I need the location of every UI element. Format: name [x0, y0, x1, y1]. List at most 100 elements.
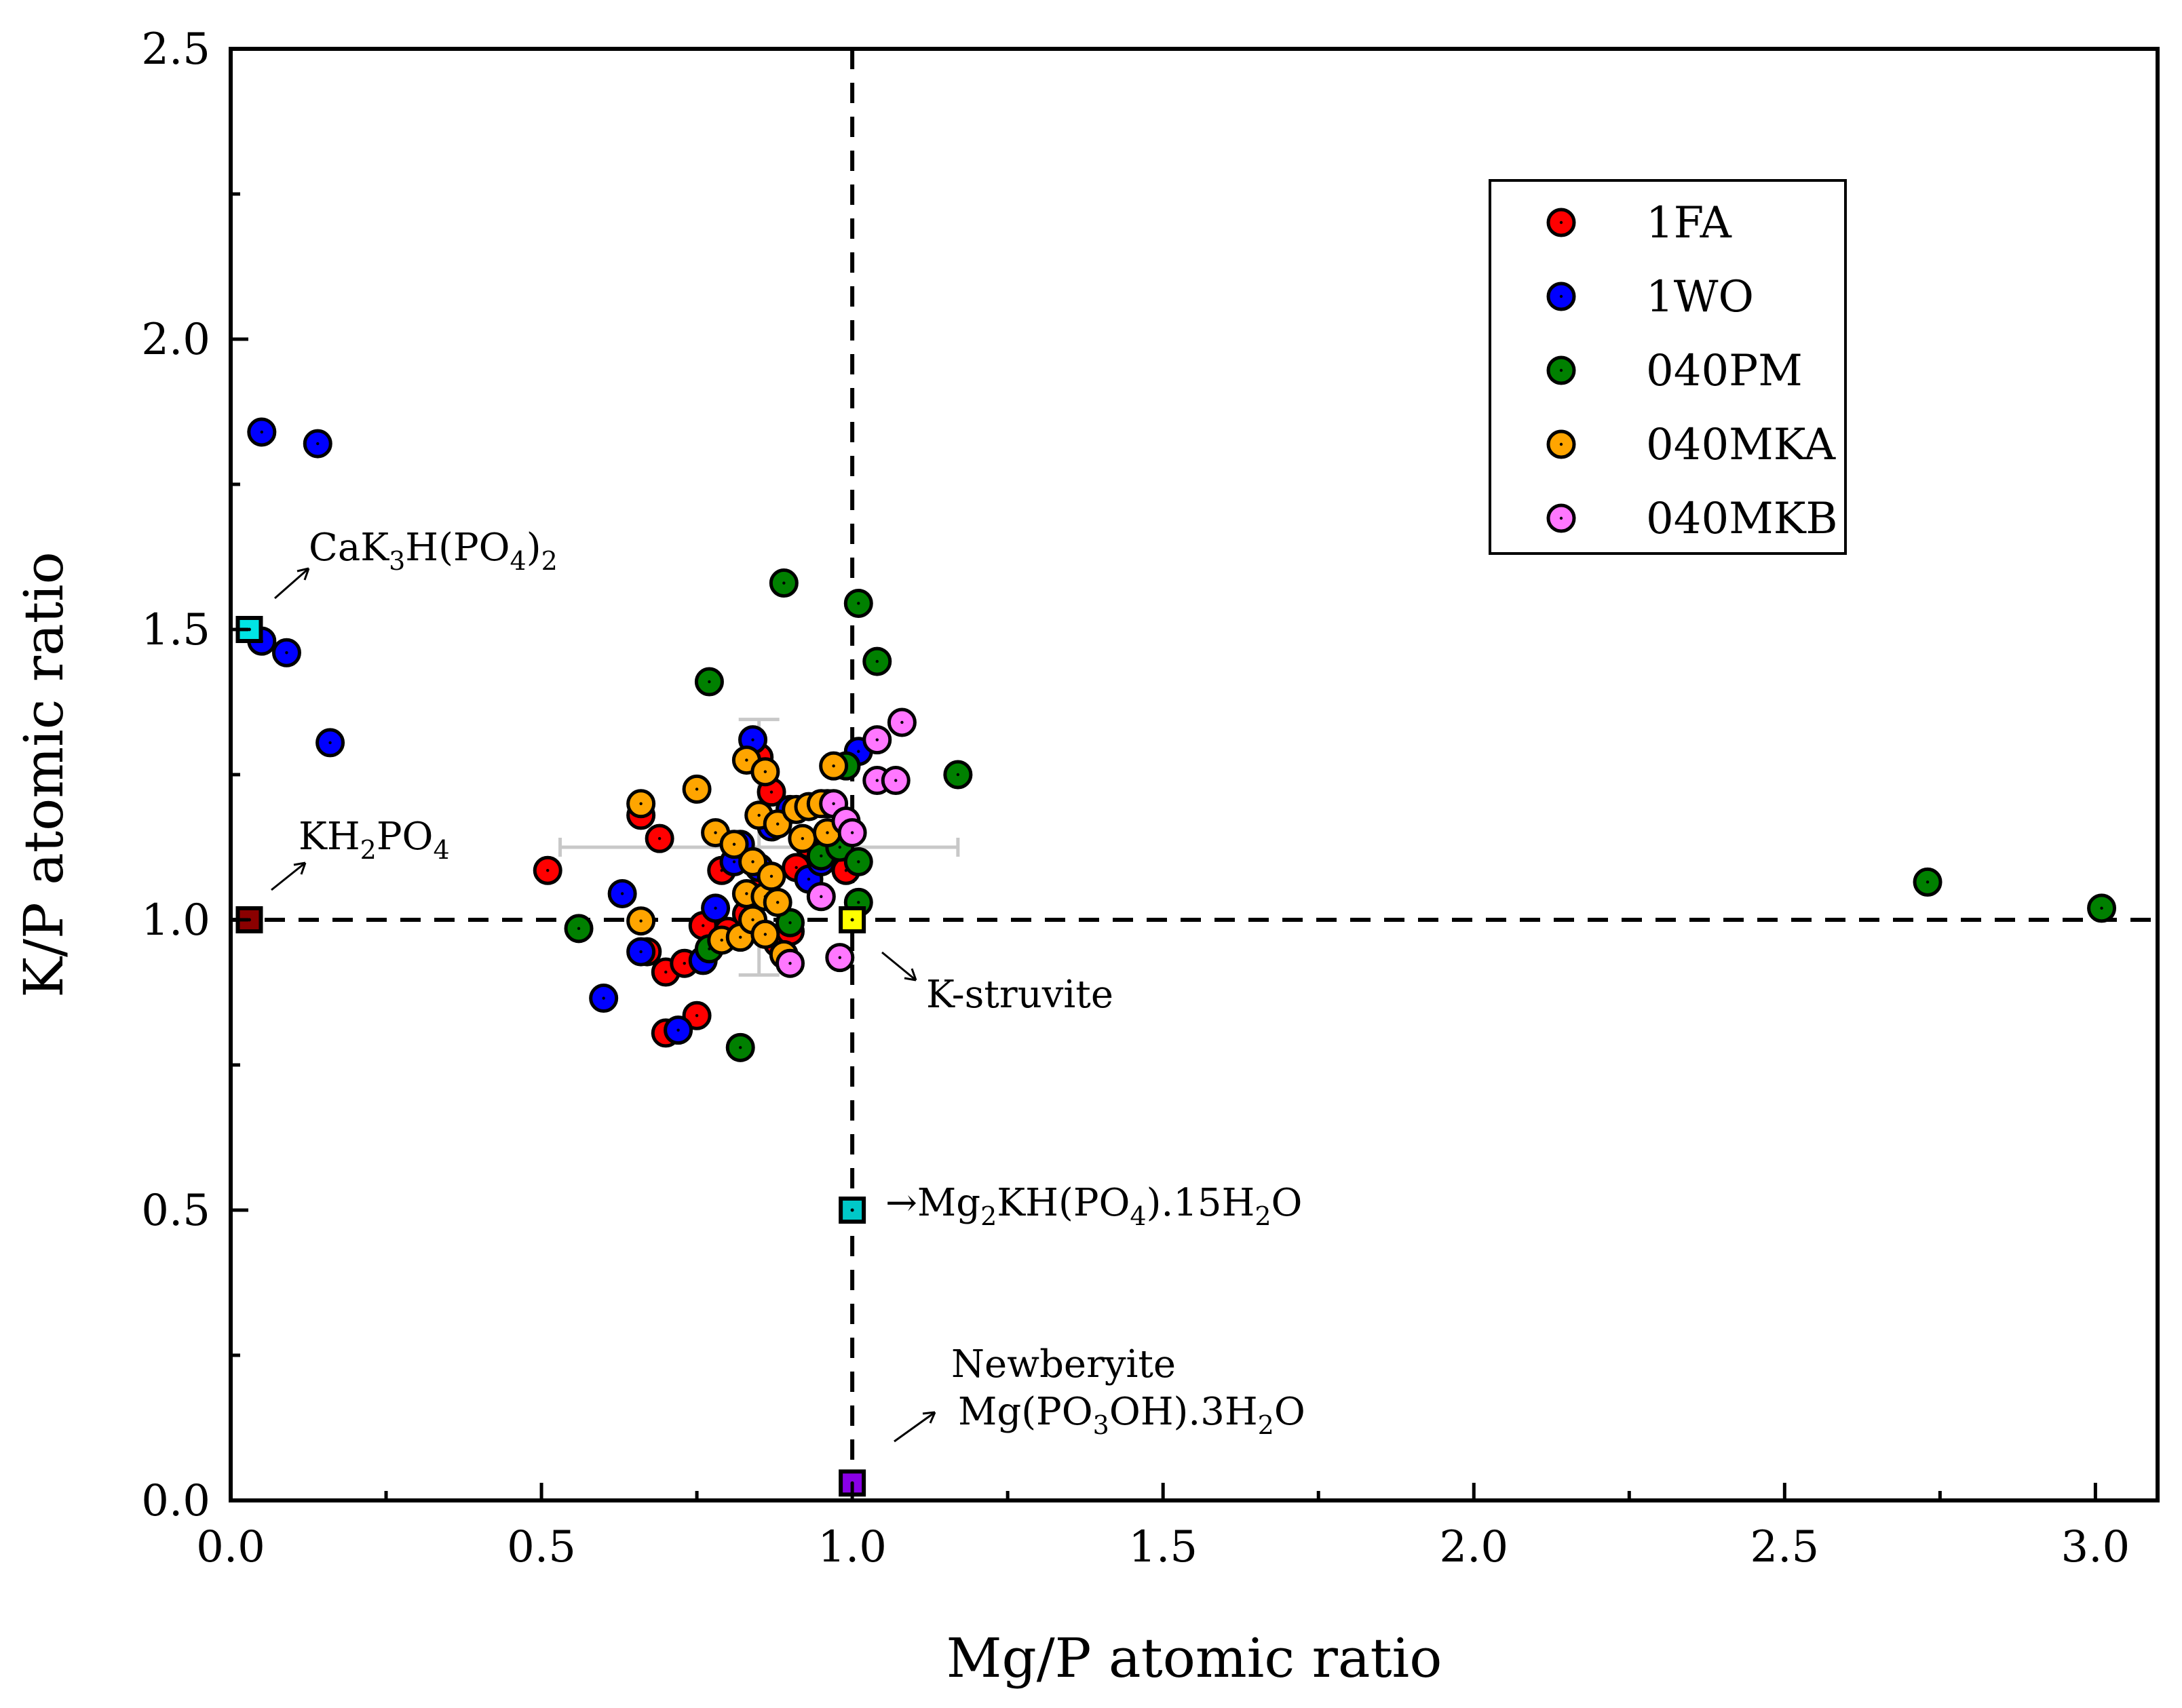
data-point-center [683, 962, 686, 965]
data-point-center [695, 1014, 699, 1017]
legend: 1FA 1WO 040PM 040MKA 040MKB [1489, 179, 1847, 555]
y-axis-title: K/P atomic ratio [12, 551, 75, 998]
annotation-kstruvite-arrow [881, 951, 917, 982]
data-point-center [546, 869, 550, 872]
data-point-center [657, 836, 662, 840]
data-point-center [602, 996, 605, 1000]
data-point-center [577, 927, 581, 931]
data-point-center [751, 918, 754, 922]
data-point-center [838, 845, 842, 849]
y-tick-label: 1.0 [141, 895, 210, 946]
series-040PM [564, 568, 2117, 1062]
data-point-center [260, 430, 264, 434]
series-040MKB [776, 707, 917, 978]
data-point-center [714, 906, 717, 910]
data-point-center [782, 581, 786, 585]
reference-compound-marker [839, 906, 866, 933]
data-point-center [714, 831, 717, 834]
data-point-center [875, 659, 879, 663]
y-tick-label: 0.5 [141, 1186, 210, 1236]
annotation-kh2po4-label: KH2PO4 [299, 815, 450, 865]
data-point-center [285, 651, 288, 655]
y-tick-label: 2.5 [141, 24, 210, 75]
data-point-center [820, 895, 823, 898]
data-point-center [751, 738, 754, 741]
reference-compound-center [850, 918, 854, 922]
legend-marker-center [1559, 442, 1563, 446]
data-point-center [900, 720, 904, 724]
legend-label: 1FA [1646, 198, 1732, 248]
reference-compound-center [247, 627, 251, 632]
data-point-center [757, 813, 761, 817]
reference-lines [231, 49, 2158, 1500]
data-point-center [1926, 880, 1930, 884]
x-tick-label: 1.0 [818, 1522, 887, 1572]
data-point-center [745, 892, 748, 895]
plot-frame [229, 47, 2160, 1502]
y-tick-label: 1.5 [141, 605, 210, 655]
data-point-center [776, 822, 780, 826]
data-point-center [769, 874, 773, 878]
data-point-center [788, 921, 792, 925]
x-axis-title: Mg/P atomic ratio [946, 1627, 1442, 1690]
data-point-center [857, 602, 860, 605]
legend-marker-center [1559, 368, 1563, 372]
legend-marker-center [1559, 220, 1563, 225]
axes: 0.0 0.5 1.0 1.5 2.0 2.5 3.0 0.0 0.5 1.0 1.5 2.0 2.5 [141, 24, 2130, 1572]
data-point-center [776, 901, 780, 904]
data-point-center [708, 680, 711, 684]
annotation-newberyite-formula: Mg(PO3OH).3H2O [958, 1390, 1305, 1440]
annotation-cak3h-arrowhead [296, 567, 310, 581]
data-point-center [857, 860, 860, 863]
annotation-mg2kh: →Mg2KH(PO4).15H2O [885, 1181, 1302, 1231]
annotation-kstruvite-label: K-struvite [926, 973, 1113, 1017]
data-point-center [328, 741, 332, 745]
data-point-center [695, 788, 699, 791]
legend-label: 040MKB [1646, 494, 1838, 544]
annotation-kh2po4-arrowhead [293, 861, 307, 875]
data-point-center [820, 854, 823, 858]
annotation-newberyite-name: Newberyite [951, 1342, 1176, 1386]
x-tick-label: 0.5 [507, 1522, 576, 1572]
data-point-center [875, 738, 879, 741]
data-point-center [639, 950, 643, 954]
legend-label: 1WO [1646, 272, 1754, 322]
legend-label: 040PM [1646, 346, 1803, 396]
data-point-center [732, 842, 736, 846]
data-point-center [832, 764, 835, 768]
data-point-center [316, 442, 320, 446]
data-point-center [795, 866, 798, 870]
legend-label: 040MKA [1646, 420, 1836, 470]
data-point-center [857, 901, 860, 904]
data-point-center [801, 836, 805, 840]
data-point-center [875, 779, 879, 782]
x-tick-label: 1.5 [1128, 1522, 1198, 1572]
data-point-center [720, 938, 723, 942]
data-point-center [745, 758, 748, 762]
annotation-kstruvite: K-struvite [881, 951, 1113, 1017]
annotation-newberyite: Newberyite Mg(PO3OH).3H2O [894, 1342, 1305, 1443]
data-point-center [639, 919, 643, 923]
data-point-center [956, 773, 960, 777]
data-point-center [850, 831, 854, 834]
data-point-center [739, 935, 742, 939]
data-points [247, 417, 2117, 1062]
reference-compound-center [247, 918, 251, 922]
data-point-center [739, 1046, 742, 1049]
data-point-center [620, 892, 624, 895]
data-point-center [664, 970, 668, 974]
legend-marker-center [1559, 516, 1563, 520]
x-tick-label: 2.0 [1439, 1522, 1508, 1572]
data-point-center [639, 802, 643, 806]
data-point-center [826, 831, 829, 834]
data-point-center [894, 779, 898, 782]
reference-compound-center [850, 1208, 854, 1212]
annotation-cak3h: CaK3H(PO4)2 [274, 526, 558, 600]
annotation-cak3h-label: CaK3H(PO4)2 [309, 526, 558, 576]
annotation-newberyite-arrow [894, 1411, 936, 1443]
data-point-center [2100, 906, 2103, 910]
x-tick-label: 2.5 [1750, 1522, 1819, 1572]
data-point-center [838, 956, 842, 959]
annotation-kh2po4: KH2PO4 [271, 815, 450, 891]
